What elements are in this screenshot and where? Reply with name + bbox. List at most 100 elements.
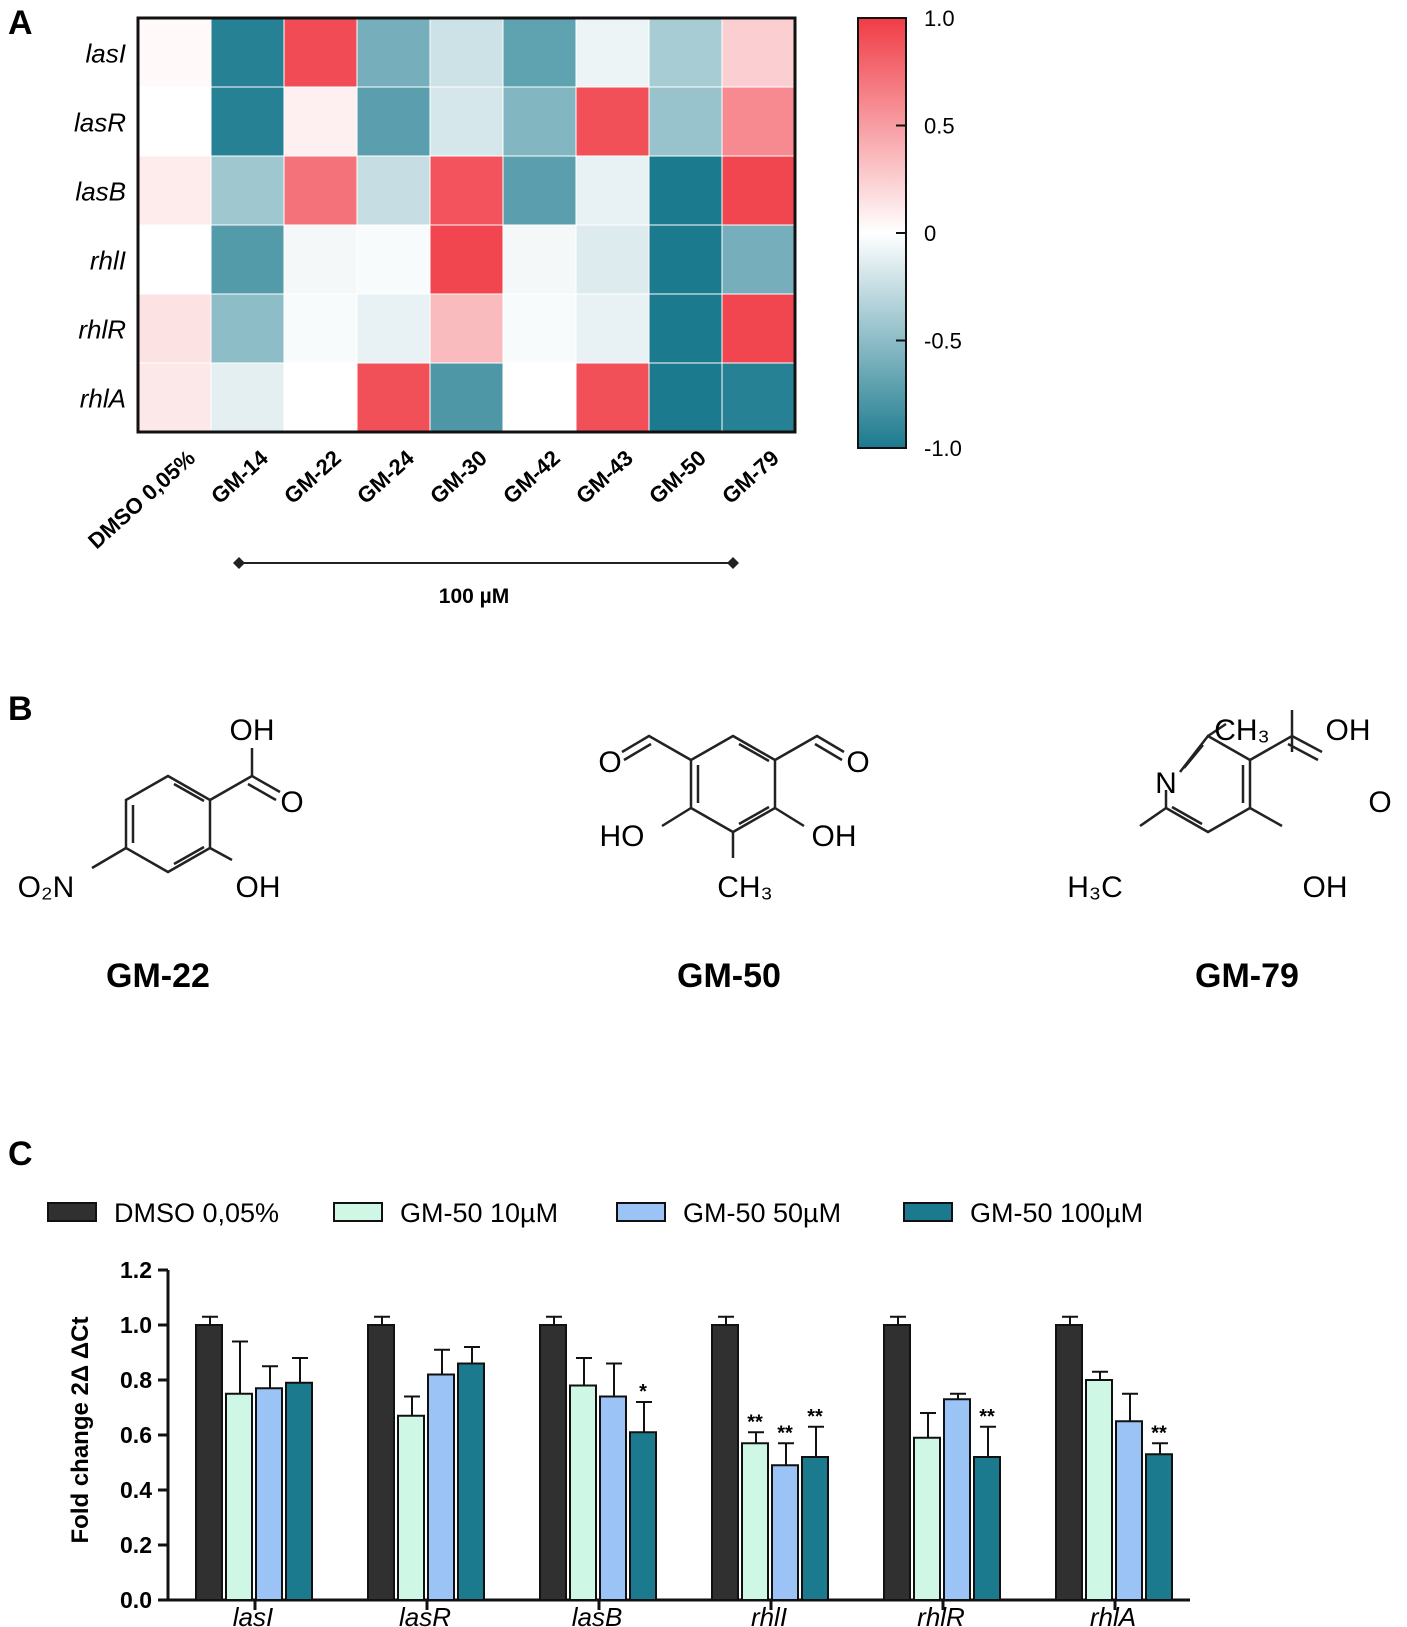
gm50-aldehyde-right (774, 734, 845, 762)
gm22-name: GM-22 (106, 957, 210, 995)
heatmap-row-label: lasB (75, 177, 126, 207)
gm50-o-left: O (598, 746, 621, 779)
heatmap-row-label: rhlA (80, 384, 126, 414)
heatmap-cell-5-1 (210, 362, 285, 433)
gm79-carbonyl-o: O (1368, 786, 1391, 819)
bar (569, 1384, 597, 1601)
bar (427, 1373, 455, 1601)
x-tick-label: lasR (399, 1602, 451, 1627)
heatmap-cell-3-5 (502, 224, 577, 295)
gm22-oh-bond (209, 846, 233, 862)
heatmap-cell-4-6 (575, 293, 650, 364)
heatmap-col-label: GM-50 (644, 445, 711, 509)
bracket-end-left (233, 557, 245, 569)
bar (1115, 1420, 1143, 1601)
gm79-n: N (1155, 767, 1177, 800)
heatmap-col-label: GM-24 (352, 445, 419, 509)
gm79-oh-top: OH (1326, 714, 1371, 747)
y-axis-title: Fold change 2Δ ΔCt (67, 1317, 94, 1544)
bar (629, 1431, 657, 1601)
heatmap-row-label: rhlI (90, 246, 126, 276)
heatmap-cell-1-3 (356, 86, 431, 157)
structure-gm-22 (91, 748, 281, 874)
y-tick-label: 0.8 (120, 1367, 152, 1393)
panel-label-a: A (8, 4, 33, 42)
heatmap-cell-3-8 (721, 224, 796, 295)
heatmap-cell-1-2 (283, 86, 358, 157)
heatmap-cell-3-6 (575, 224, 650, 295)
gm79-substituent-bonds (1139, 806, 1283, 828)
gm22-oh-top: OH (230, 714, 275, 747)
heatmap-cell-1-5 (502, 86, 577, 157)
heatmap-cell-3-2 (283, 224, 358, 295)
heatmap-cell-0-3 (356, 17, 431, 88)
heatmap-cell-3-1 (210, 224, 285, 295)
heatmap-col-label: GM-14 (206, 445, 273, 509)
heatmap-cell-4-2 (283, 293, 358, 364)
heatmap-cell-2-3 (356, 155, 431, 226)
bar (539, 1324, 567, 1601)
heatmap-cell-1-7 (648, 86, 723, 157)
colorbar-tick-label: 0.5 (924, 114, 955, 139)
gm50-ch3: CH₃ (717, 871, 773, 904)
legend-swatch (333, 1202, 383, 1222)
heatmap-cell-0-4 (429, 17, 504, 88)
x-tick-label: lasB (572, 1602, 623, 1627)
heatmap-cell-3-3 (356, 224, 431, 295)
x-tick-label: lasI (233, 1602, 273, 1627)
y-tick-label: 1.0 (120, 1312, 152, 1338)
gm79-ring (1164, 734, 1252, 834)
heatmap-cell-0-7 (648, 17, 723, 88)
colorbar-tick-label: -0.5 (924, 329, 962, 354)
bar (1145, 1453, 1173, 1601)
bar (741, 1442, 769, 1601)
bar (711, 1324, 739, 1601)
heatmap-cell-2-7 (648, 155, 723, 226)
y-tick-label: 1.2 (120, 1257, 152, 1283)
significance-mark: ** (777, 1422, 793, 1444)
gm22-ring (124, 774, 212, 874)
bar (913, 1436, 941, 1601)
gm50-substituent-bonds (661, 806, 805, 858)
bar (943, 1398, 971, 1601)
heatmap-cell-0-6 (575, 17, 650, 88)
legend-label: GM-50 50µM (683, 1198, 841, 1228)
heatmap-cell-4-0 (137, 293, 212, 364)
heatmap-cell-5-4 (429, 362, 504, 433)
heatmap-col-label: GM-30 (425, 445, 492, 509)
heatmap-cell-0-0 (137, 17, 212, 88)
heatmap-col-label: GM-79 (717, 445, 784, 509)
gm79-ch3-top: CH₃ (1214, 714, 1270, 747)
colorbar-tick-label: -1.0 (924, 436, 962, 461)
heatmap-cell-1-4 (429, 86, 504, 157)
heatmap-cell-5-5 (502, 362, 577, 433)
bar (771, 1464, 799, 1601)
significance-mark: ** (1151, 1422, 1167, 1444)
gm22-carbonyl-o: O (280, 786, 303, 819)
heatmap-cell-1-0 (137, 86, 212, 157)
heatmap-cell-4-4 (429, 293, 504, 364)
heatmap-cell-2-0 (137, 155, 212, 226)
heatmap-cell-0-1 (210, 17, 285, 88)
heatmap-cell-5-8 (721, 362, 796, 433)
heatmap-cell-4-7 (648, 293, 723, 364)
gm22-oh-ring: OH (236, 871, 281, 904)
heatmap-cell-4-5 (502, 293, 577, 364)
y-tick-label: 0.6 (120, 1422, 152, 1448)
heatmap-cell-5-6 (575, 362, 650, 433)
bar-chart: 0.0 0.2 0.4 0.6 0.8 1.0 1.2 Fold change 2Δ ΔCt l… (67, 1257, 1190, 1627)
significance-mark: * (639, 1381, 647, 1403)
heatmap-cell-1-6 (575, 86, 650, 157)
gm50-aldehyde-left (621, 734, 692, 762)
colorbar-tick-label: 1.0 (924, 6, 955, 31)
structure-gm-79 (1139, 710, 1323, 834)
heatmap-cell-3-7 (648, 224, 723, 295)
bar (397, 1414, 425, 1601)
bracket-end-right (727, 557, 739, 569)
bar (883, 1324, 911, 1601)
heatmap-cell-2-8 (721, 155, 796, 226)
gm50-ho-left: HO (600, 820, 645, 853)
y-tick-label: 0.4 (120, 1477, 152, 1503)
structure-gm-50 (621, 734, 845, 858)
